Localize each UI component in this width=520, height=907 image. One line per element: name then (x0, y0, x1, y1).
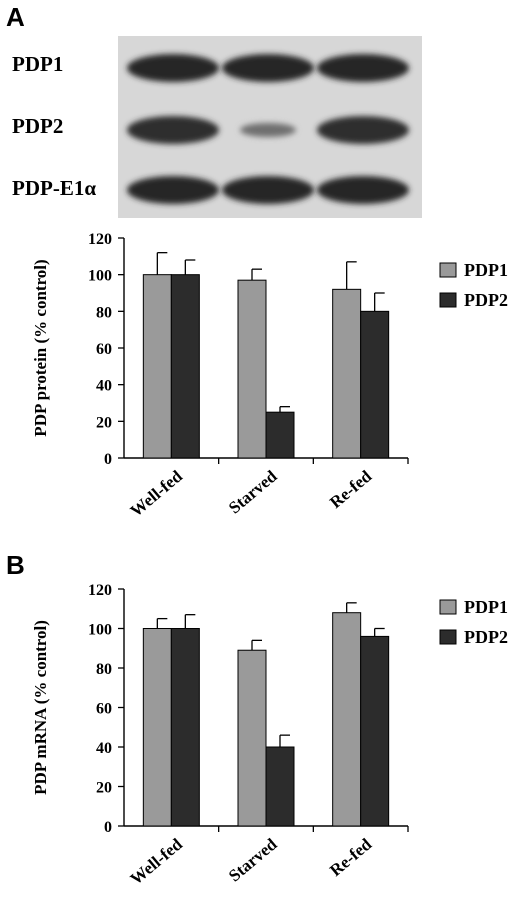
bar-pdp2-well-fed (170, 274, 200, 459)
y-tick-label: 100 (88, 268, 112, 285)
bar-pdp1-re-fed (332, 288, 362, 459)
legend-swatch-pdp1 (439, 599, 457, 615)
y-tick-label: 20 (96, 780, 112, 797)
y-tick-label: 120 (88, 582, 112, 599)
blot-band-row2-lane1 (127, 116, 219, 144)
x-tick-label-starved: Starved (225, 834, 281, 885)
legend-swatch-pdp1 (439, 262, 457, 278)
y-tick-label: 40 (96, 740, 112, 757)
bar-pdp2-starved (265, 746, 295, 827)
bar-pdp1-starved (237, 649, 267, 827)
bar-pdp2-re-fed (360, 635, 390, 827)
legend-swatch-pdp2 (439, 292, 457, 308)
y-axis-label: PDP mRNA (% control) (31, 620, 50, 795)
legend-label-pdp2: PDP2 (464, 627, 508, 647)
bar-pdp1-re-fed (332, 612, 362, 827)
y-tick-label: 80 (96, 661, 112, 678)
x-tick-label-re-fed: Re-fed (326, 834, 376, 880)
blot-band-row3-lane1 (127, 176, 219, 204)
y-tick-label: 100 (88, 622, 112, 639)
bar-pdp1-well-fed (142, 628, 172, 827)
y-tick-label: 60 (96, 701, 112, 718)
blot-band-row3-lane2 (222, 176, 314, 204)
x-tick-label-well-fed: Well-fed (127, 834, 187, 888)
bar-pdp2-well-fed (170, 628, 200, 827)
blot-label-pdp1: PDP1 (12, 52, 64, 76)
bar-pdp2-re-fed (360, 310, 390, 459)
bar-pdp1-starved (237, 279, 267, 459)
y-tick-label: 40 (96, 378, 112, 395)
panel-b-label: B (6, 550, 25, 580)
y-tick-label: 0 (104, 451, 112, 468)
y-tick-label: 60 (96, 341, 112, 358)
blot-band-row1-lane3 (317, 54, 409, 82)
legend-label-pdp2: PDP2 (464, 290, 508, 310)
y-tick-label: 0 (104, 819, 112, 836)
legend-swatch-pdp2 (439, 629, 457, 645)
y-axis-label: PDP protein (% control) (31, 259, 50, 436)
legend-label-pdp1: PDP1 (464, 597, 508, 617)
legend-label-pdp1: PDP1 (464, 260, 508, 280)
panel-a-label: A (6, 2, 25, 32)
blot-band-row1-lane2 (222, 54, 314, 82)
western-blot-image (118, 36, 422, 218)
blot-band-row3-lane3 (317, 176, 409, 204)
y-tick-label: 20 (96, 414, 112, 431)
blot-band-row2-lane3 (317, 116, 409, 144)
y-tick-label: 120 (88, 231, 112, 248)
y-tick-label: 80 (96, 304, 112, 321)
blot-label-pdc-e1a: PDP-E1α (12, 176, 97, 200)
blot-label-pdp2: PDP2 (12, 114, 64, 138)
blot-band-row2-lane2 (240, 123, 296, 137)
blot-band-row1-lane1 (127, 54, 219, 82)
